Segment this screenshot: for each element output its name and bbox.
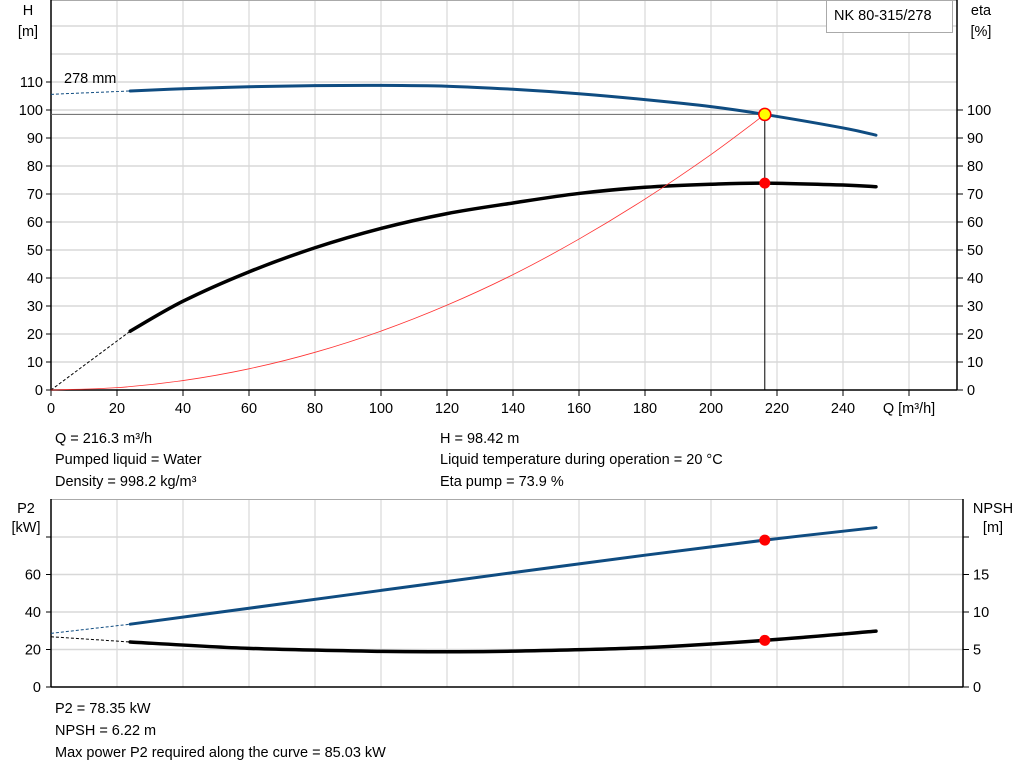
h-tick-label: 30 [27,299,43,315]
p2-tick-label: 40 [25,605,41,621]
info-density: Density = 998.2 kg/m³ [55,474,197,490]
p2-point-marker [759,534,771,546]
model-title: NK 80-315/278 [834,8,932,24]
eta-tick-label: 30 [967,299,983,315]
npsh-tick-label: 5 [973,643,981,659]
h-curve-extrapolation [50,90,131,95]
eta-curve [128,181,878,333]
info-eta: Eta pump = 73.9 % [440,474,564,490]
eta-tick-label: 10 [967,355,983,371]
q-tick-label: 160 [567,401,591,417]
p2-tick-label: 20 [25,643,41,659]
operating-point-marker [758,107,772,122]
p2-axis-label: [kW] [12,520,41,536]
model-title-box: NK 80-315/278 [826,0,953,33]
eta-tick-label: 40 [967,271,983,287]
q-tick-label: 40 [175,401,191,417]
q-tick-label: 180 [633,401,657,417]
system-curve [50,114,766,391]
h-tick-label: 70 [27,187,43,203]
eta-tick-label: 60 [967,215,983,231]
h-tick-label: 10 [27,355,43,371]
h-tick-label: 100 [19,103,43,119]
h-tick-label: 50 [27,243,43,259]
eta-tick-label: 0 [967,383,975,399]
q-tick-label: 120 [435,401,459,417]
eta-tick-label: 80 [967,159,983,175]
h-tick-label: 0 [35,383,43,399]
info-p2: P2 = 78.35 kW [55,701,151,717]
bottom-grid [46,499,969,688]
eta-tick-label: 100 [967,103,991,119]
h-tick-label: 110 [20,75,43,91]
h-tick-label: 20 [27,327,43,343]
h-tick-label: 60 [27,215,43,231]
chart-text: 0102030405060708090100110010203040506070… [12,3,1014,696]
info-npsh: NPSH = 6.22 m [55,723,157,739]
npsh-curve-extrapolation [50,636,131,643]
p2-tick-label: 60 [25,568,41,584]
p2-curve-extrapolation [50,623,131,634]
info-h: H = 98.42 m [440,431,520,447]
npsh-axis-label: NPSH [973,501,1013,517]
npsh-tick-label: 15 [973,568,989,584]
eta-point-marker [759,177,771,189]
eta-axis-label: [%] [971,24,992,40]
q-tick-label: 240 [831,401,855,417]
q-tick-label: 140 [501,401,525,417]
q-tick-label: 220 [765,401,789,417]
eta-tick-label: 50 [967,243,983,259]
info-q: Q = 216.3 m³/h [55,431,153,447]
eta-curve-extrapolation [50,330,131,391]
npsh-curve [128,629,878,654]
info-liquid: Pumped liquid = Water [55,452,202,468]
npsh-tick-label: 10 [973,605,989,621]
info-temp: Liquid temperature during operation = 20… [440,452,723,468]
npsh-point-marker [759,634,771,646]
h-tick-label: 80 [27,159,43,175]
eta-tick-label: 90 [967,131,983,147]
h-axis-label: H [23,3,33,19]
chart-marks [50,83,878,654]
q-tick-label: 80 [307,401,323,417]
eta-tick-label: 70 [967,187,983,203]
info-max-power: Max power P2 required along the curve = … [55,745,386,761]
npsh-axis-label: [m] [983,520,1003,536]
npsh-tick-label: 0 [973,680,981,696]
top-grid [46,0,963,396]
q-tick-label: 60 [241,401,257,417]
q-tick-label: 200 [699,401,723,417]
h-tick-label: 40 [27,271,43,287]
q-axis-label: Q [m³/h] [883,401,935,417]
p2-tick-label: 0 [33,680,41,696]
eta-axis-label: eta [971,3,992,19]
p2-axis-label: P2 [17,501,35,517]
h-tick-label: 90 [27,131,43,147]
q-tick-label: 20 [109,401,125,417]
h-axis-label: [m] [18,24,38,40]
curve-label-278mm: 278 mm [64,71,116,87]
eta-tick-label: 20 [967,327,983,343]
q-tick-label: 0 [47,401,55,417]
q-tick-label: 100 [369,401,393,417]
